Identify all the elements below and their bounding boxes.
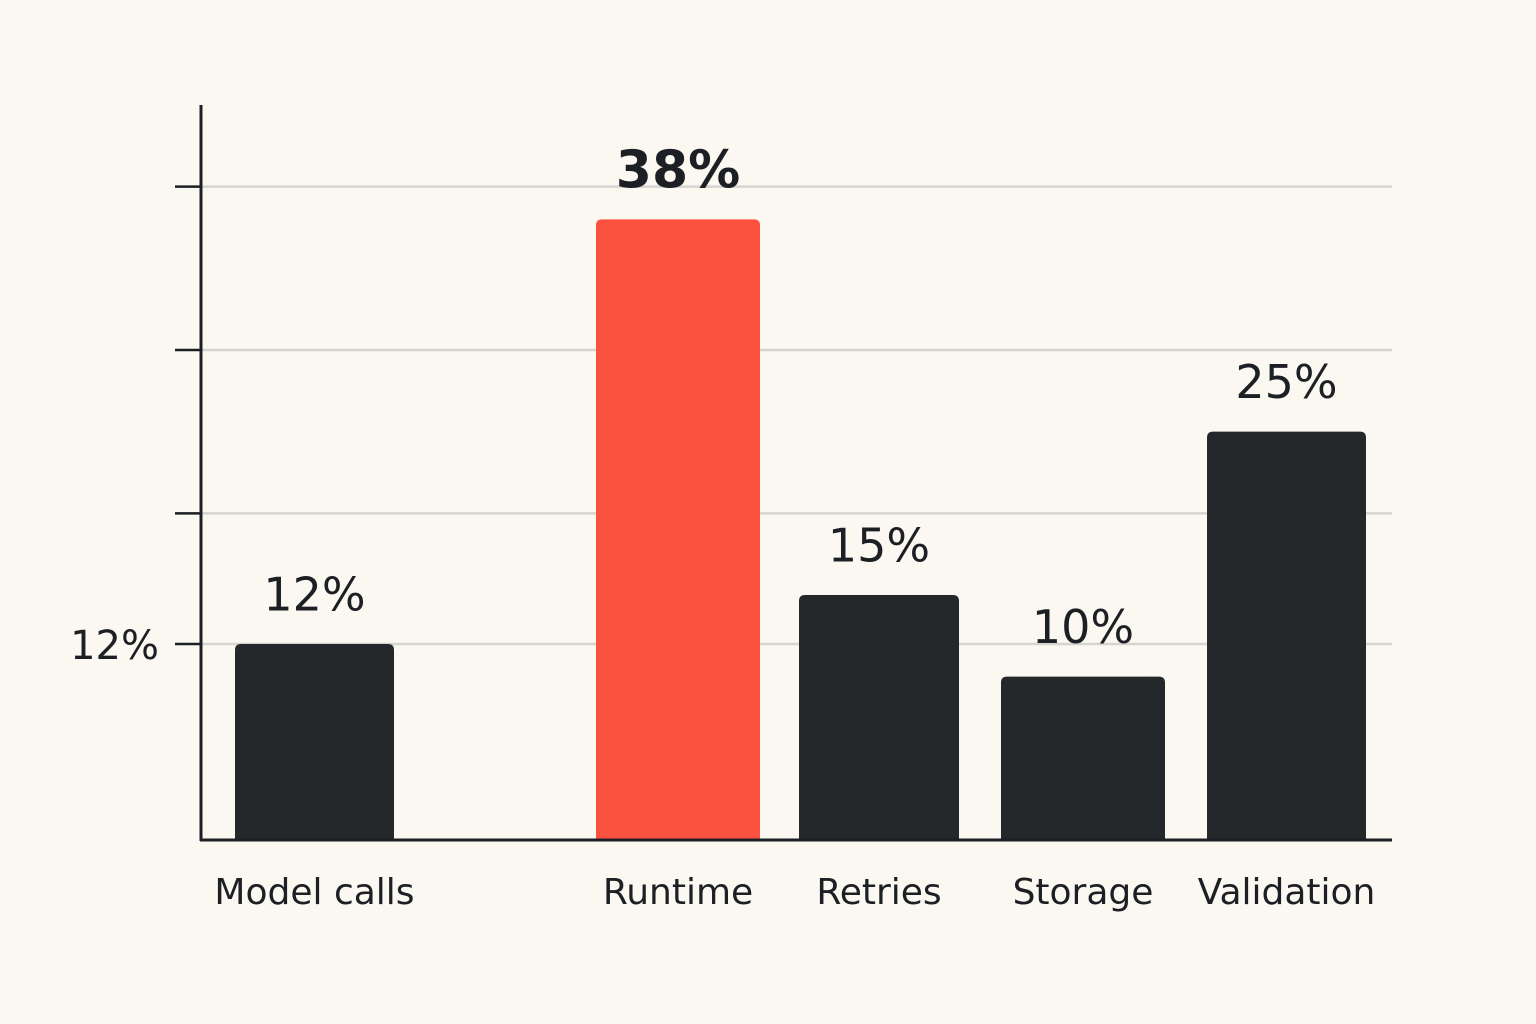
y-tick-label: 12%: [70, 623, 159, 669]
bar: [799, 595, 959, 840]
value-label: 25%: [1235, 355, 1337, 409]
value-label: 38%: [616, 140, 740, 200]
x-tick-label: Model calls: [214, 872, 414, 913]
bar: [235, 644, 394, 840]
value-label: 12%: [263, 568, 365, 622]
value-label: 10%: [1032, 600, 1134, 654]
x-tick-label: Validation: [1198, 872, 1376, 913]
value-label: 15%: [828, 519, 930, 573]
bar: [596, 219, 760, 841]
x-tick-label: Runtime: [603, 872, 753, 913]
bar: [1207, 431, 1366, 840]
x-tick-label: Retries: [816, 872, 941, 913]
x-tick-label: Storage: [1013, 872, 1154, 913]
bar: [1001, 676, 1165, 840]
